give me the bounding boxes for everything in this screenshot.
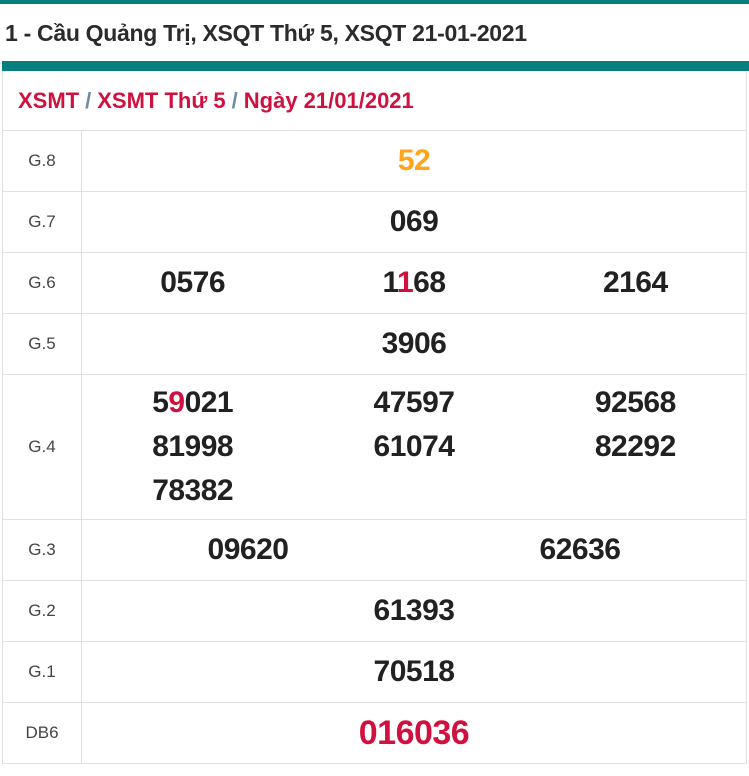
top-accent-bar xyxy=(0,0,749,4)
prize-label: G.4 xyxy=(3,375,82,519)
number-segment-highlight: 52 xyxy=(397,144,431,177)
prize-label: G.3 xyxy=(3,520,82,580)
number-segment: 92568 xyxy=(594,386,676,419)
page-title: 1 - Cầu Quảng Trị, XSQT Thứ 5, XSQT 21-0… xyxy=(5,20,527,46)
prize-number: 92568 xyxy=(525,381,746,425)
prize-row-db6: DB6 016036 xyxy=(3,702,746,763)
number-segment: 3906 xyxy=(381,327,447,360)
prize-cells: 0576 1168 2164 xyxy=(82,253,746,313)
prize-row-g7: G.7 069 xyxy=(3,191,746,252)
breadcrumb-link-2[interactable]: XSMT Thứ 5 xyxy=(97,88,226,113)
breadcrumb-separator: / xyxy=(231,88,238,113)
number-segment: 021 xyxy=(184,386,234,419)
breadcrumb-link-1[interactable]: XSMT xyxy=(18,88,80,113)
prize-number: 78382 xyxy=(82,469,303,513)
prize-cells: 069 xyxy=(82,192,746,252)
prize-number: 2164 xyxy=(525,261,746,305)
breadcrumb: XSMT / XSMT Thứ 5/Ngày 21/01/2021 xyxy=(3,71,746,130)
prize-number: 81998 xyxy=(82,425,303,469)
number-segment: 069 xyxy=(389,205,439,238)
prize-row-g3: G.3 09620 62636 xyxy=(3,519,746,580)
prize-number: 47597 xyxy=(303,381,524,425)
prize-number: 59021 xyxy=(82,381,303,425)
prize-number: 82292 xyxy=(525,425,746,469)
prize-table: G.8 52 G.7 069 G.6 0576 1168 2164 G.5 3906 G.4 5902… xyxy=(3,130,746,763)
prize-number: 0576 xyxy=(82,261,303,305)
number-segment: 61393 xyxy=(373,594,455,627)
number-segment: 82292 xyxy=(594,430,676,463)
breadcrumb-link-3[interactable]: Ngày 21/01/2021 xyxy=(243,88,414,113)
number-segment-highlight: 016036 xyxy=(358,714,470,752)
prize-cells: 70518 xyxy=(82,642,746,702)
number-segment: 62636 xyxy=(539,533,621,566)
number-segment: 61074 xyxy=(373,430,455,463)
number-segment: 78382 xyxy=(152,474,234,507)
number-segment: 81998 xyxy=(152,430,234,463)
card-accent-bar xyxy=(2,61,749,71)
prize-row-g5: G.5 3906 xyxy=(3,313,746,374)
prize-number: 069 xyxy=(82,200,746,244)
number-segment: 5 xyxy=(152,386,169,419)
prize-label: G.8 xyxy=(3,131,82,191)
prize-number: 3906 xyxy=(82,322,746,366)
prize-label: DB6 xyxy=(3,703,82,763)
prize-cells: 3906 xyxy=(82,314,746,374)
number-segment: 2164 xyxy=(602,266,668,299)
prize-cells: 09620 62636 xyxy=(82,520,746,580)
prize-cells: 016036 xyxy=(82,703,746,763)
number-segment: 68 xyxy=(413,266,446,299)
prize-label: G.5 xyxy=(3,314,82,374)
number-segment: 70518 xyxy=(373,655,455,688)
prize-cells: 61393 xyxy=(82,581,746,641)
prize-number: 61393 xyxy=(82,589,746,633)
prize-number: 62636 xyxy=(414,528,746,572)
prize-number: 61074 xyxy=(303,425,524,469)
prize-row-g4: G.4 59021 47597 92568 81998 61074 82292 78382 xyxy=(3,374,746,519)
number-segment: 1 xyxy=(382,266,397,299)
prize-number: 70518 xyxy=(82,650,746,694)
prize-number: 09620 xyxy=(82,528,414,572)
prize-label: G.6 xyxy=(3,253,82,313)
prize-number: 016036 xyxy=(82,711,746,755)
prize-cells: 59021 47597 92568 81998 61074 82292 78382 xyxy=(82,375,746,519)
prize-row-g2: G.2 61393 xyxy=(3,580,746,641)
number-segment: 47597 xyxy=(373,386,455,419)
prize-row-g1: G.1 70518 xyxy=(3,641,746,702)
prize-number: 52 xyxy=(82,139,746,183)
prize-label: G.7 xyxy=(3,192,82,252)
prize-row-g8: G.8 52 xyxy=(3,130,746,191)
result-card: XSMT / XSMT Thứ 5/Ngày 21/01/2021 G.8 52 G.7… xyxy=(2,61,749,764)
number-segment: 0576 xyxy=(160,266,226,299)
number-segment: 09620 xyxy=(207,533,289,566)
prize-number: 1168 xyxy=(303,261,524,305)
prize-cells: 52 xyxy=(82,131,746,191)
prize-label: G.1 xyxy=(3,642,82,702)
number-segment-highlight: 1 xyxy=(396,266,414,299)
prize-label: G.2 xyxy=(3,581,82,641)
number-segment-highlight: 9 xyxy=(168,386,185,419)
prize-row-g6: G.6 0576 1168 2164 xyxy=(3,252,746,313)
breadcrumb-separator: / xyxy=(85,88,92,113)
